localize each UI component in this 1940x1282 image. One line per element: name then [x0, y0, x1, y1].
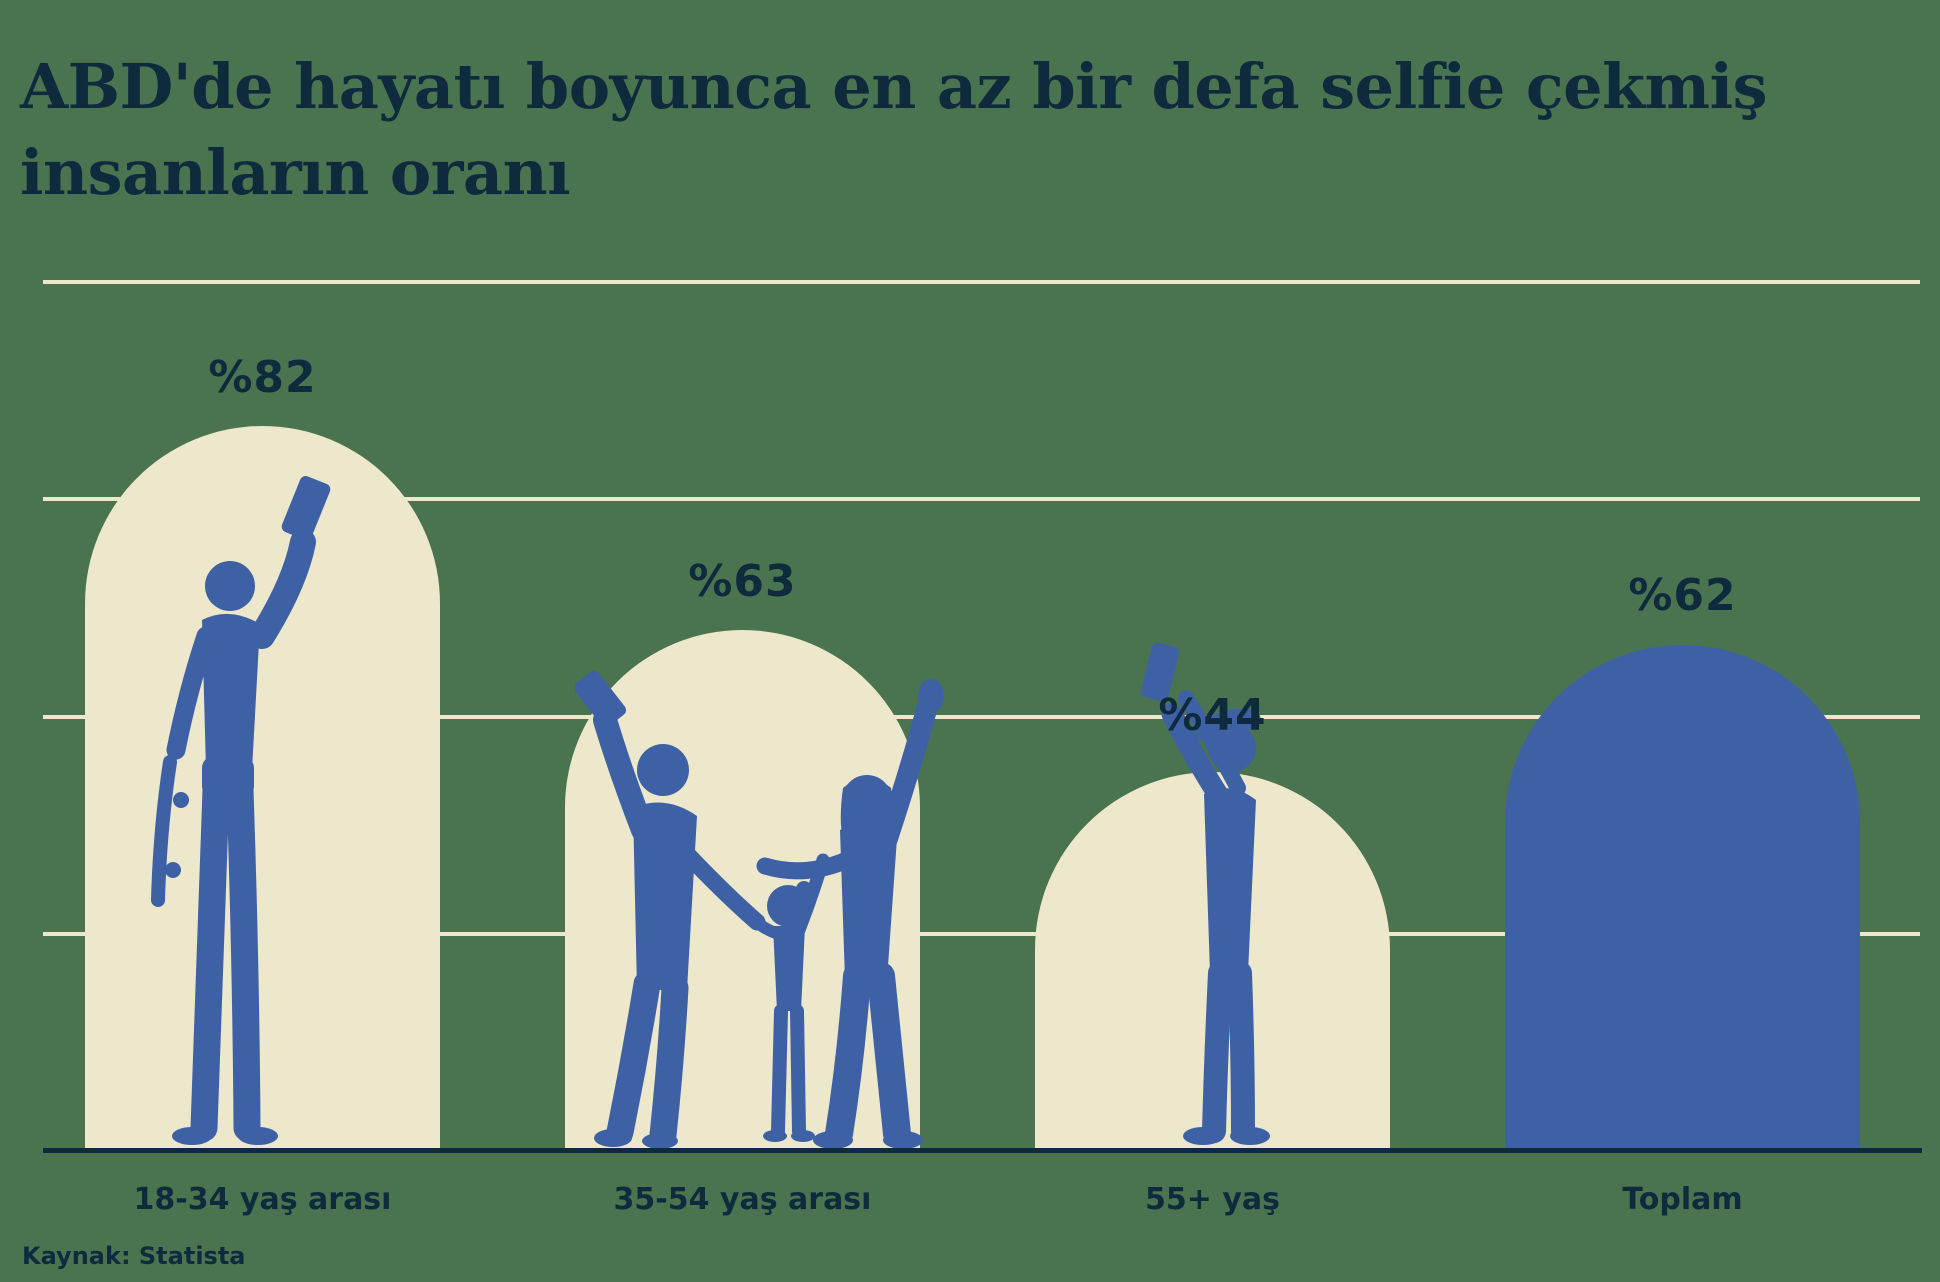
category-label-55plus: 55+ yaş [1145, 1182, 1280, 1217]
bar-total [1505, 645, 1860, 1148]
family-selfie-icon [575, 658, 955, 1150]
chart-title-line1: ABD'de hayatı boyunca en az bir defa sel… [20, 49, 1768, 123]
category-label-35-54: 35-54 yaş arası [613, 1182, 872, 1217]
x-axis-line [43, 1148, 1922, 1153]
gridline-25 [43, 932, 1920, 936]
value-label-55plus: %44 [1158, 690, 1267, 741]
bar-18-34 [85, 426, 440, 1148]
value-label-total: %62 [1628, 570, 1737, 621]
category-label-18-34: 18-34 yaş arası [133, 1182, 392, 1217]
value-label-35-54: %63 [688, 556, 797, 607]
young-person-selfie-skateboard-icon [140, 468, 350, 1148]
older-man-selfie-icon [1130, 636, 1310, 1148]
gridline-75 [43, 497, 1920, 501]
gridline-100 [43, 280, 1920, 284]
chart-title-line2: insanların oranı [20, 135, 571, 209]
gridline-50 [43, 715, 1920, 719]
chart-title: ABD'de hayatı boyunca en az bir defa sel… [20, 44, 1768, 216]
value-label-18-34: %82 [208, 352, 317, 403]
category-label-total: Toplam [1622, 1182, 1743, 1217]
source-note: Kaynak: Statista [22, 1242, 246, 1270]
